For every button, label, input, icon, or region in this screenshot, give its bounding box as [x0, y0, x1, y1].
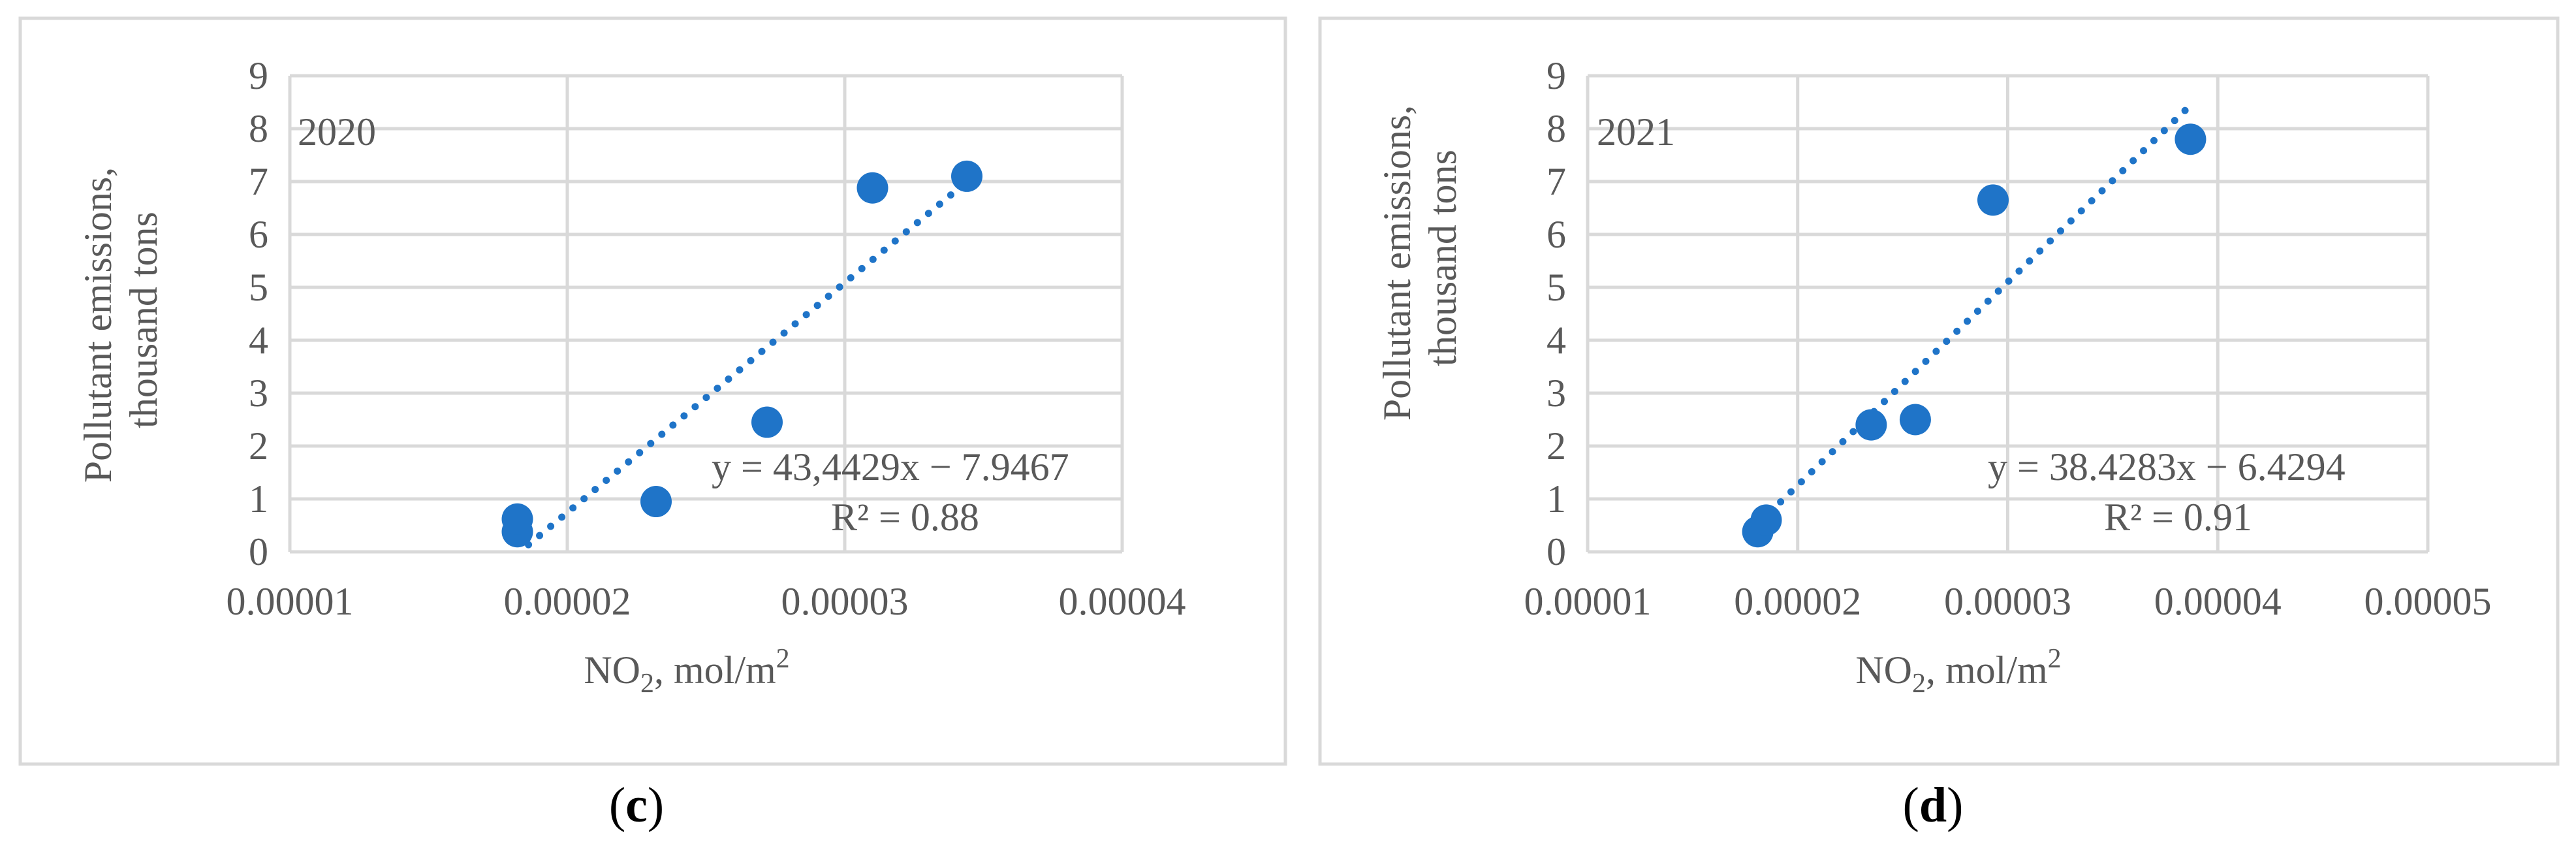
panel-c-y-axis-title-line-1: Pollutant emissions,	[76, 167, 119, 483]
panel-c-y-tick-label: 9	[249, 54, 268, 97]
panel-c-frame	[18, 16, 1287, 766]
panel-c-y-axis-title: Pollutant emissions, thousand tons	[76, 157, 165, 483]
panel-d-x-tick-label: 0.00005	[2364, 580, 2492, 623]
panel-c-data-point	[501, 503, 533, 535]
panel-d-caption: (d)	[1903, 778, 1964, 833]
panel-d-year-label: 2021	[1597, 110, 1675, 153]
panel-c-x-axis-title: NO2, mol/m2	[584, 644, 789, 699]
panel-d-r-squared: R² = 0.91	[2104, 496, 2252, 539]
panel-d-y-tick-label: 6	[1547, 213, 1566, 256]
panel-c-x-axis-title-main: NO	[584, 648, 640, 692]
panel-d-y-tick-label: 3	[1547, 372, 1566, 415]
panel-d-y-axis-title-line-1: Pollutant emissions,	[1375, 105, 1419, 421]
panel-d-y-tick-label: 9	[1547, 54, 1566, 97]
panel-d-y-tick-label: 2	[1547, 424, 1566, 468]
panel-d-caption-letter: d	[1919, 778, 1947, 833]
panel-c-y-tick-label: 4	[249, 319, 268, 362]
panel-d-x-axis-title-suffix: , mol/m	[1926, 648, 2048, 692]
panel-d-y-tick-label: 4	[1547, 319, 1566, 362]
panel-d-data-point	[1855, 409, 1887, 441]
panel-c-caption: (c)	[609, 778, 664, 833]
panel-d-frame	[1318, 16, 2560, 766]
panel-c-y-tick-label: 6	[249, 213, 268, 256]
panel-c-data-point	[751, 406, 783, 438]
panel-d-x-tick-label: 0.00003	[1944, 580, 2071, 623]
panel-d-x-axis-title-superscript: 2	[2048, 644, 2062, 674]
panel-d-trendline	[1756, 103, 2192, 526]
panel-d-trend-equation: y = 38.4283x − 6.4294	[1988, 445, 2346, 488]
panel-c-caption-letter: c	[625, 778, 648, 833]
panel-c-x-axis-title-subscript: 2	[640, 669, 654, 699]
panel-c-data-point	[856, 172, 888, 204]
panel-d-x-tick-label: 0.00004	[2154, 580, 2282, 623]
panel-c-trend-equation: y = 43,4429x − 7.9467	[712, 445, 1069, 488]
panel-c-x-tick-label: 0.00002	[504, 580, 631, 623]
panel-c-year-label: 2020	[298, 110, 376, 153]
panel-c-plot: 0 1 2 3 4 5 6 7 8 9 0.00001 0.00002 0.00003 0.00004	[227, 54, 1186, 623]
panel-c-trendline	[525, 178, 971, 549]
panel-d-y-tick-label: 7	[1547, 160, 1566, 203]
panel-d-y-axis-title: Pollutant emissions, thousand tons	[1375, 95, 1464, 421]
panel-d-x-axis-title-subscript: 2	[1912, 669, 1926, 699]
panel-c-r-squared: R² = 0.88	[831, 496, 979, 539]
panel-c-x-tick-label: 0.00004	[1059, 580, 1186, 623]
panel-c-y-tick-label: 5	[249, 266, 268, 309]
panel-d-y-axis-title-line-2: thousand tons	[1421, 150, 1464, 366]
panel-c-x-tick-label: 0.00001	[227, 580, 354, 623]
panel-d: 0 1 2 3 4 5 6 7 8 9 0.00001 0.00002 0.00003 0.00004 0.…	[1318, 16, 2560, 833]
panel-d-data-point	[1750, 504, 1782, 536]
panel-d-data-point	[1899, 404, 1931, 436]
panel-c-y-tick-label: 0	[249, 530, 268, 573]
panel-d-y-tick-label: 8	[1547, 107, 1566, 150]
panel-c-y-tick-label: 8	[249, 107, 268, 150]
panel-d-data-point	[1977, 184, 2009, 216]
panel-c-y-tick-label: 7	[249, 160, 268, 203]
panel-c-data-point	[951, 160, 982, 192]
panel-c-y-tick-label: 3	[249, 372, 268, 415]
panel-d-x-tick-label: 0.00002	[1734, 580, 1861, 623]
panel-c-y-tick-label: 1	[249, 477, 268, 520]
panel-c-data-point	[640, 486, 672, 518]
panel-c-y-axis-title-line-2: thousand tons	[122, 212, 165, 428]
panel-d-x-axis-title-main: NO	[1855, 648, 1912, 692]
panel-c-y-tick-label: 2	[249, 424, 268, 468]
panel-d-plot: 0 1 2 3 4 5 6 7 8 9 0.00001 0.00002 0.00003 0.00004 0.…	[1524, 54, 2492, 623]
panel-c-x-axis-title-suffix: , mol/m	[654, 648, 776, 692]
panel-d-y-tick-label: 5	[1547, 266, 1566, 309]
panel-d-x-tick-label: 0.00001	[1524, 580, 1652, 623]
panel-d-y-tick-label: 1	[1547, 477, 1566, 520]
panel-c: 0 1 2 3 4 5 6 7 8 9 0.00001 0.00002 0.00003 0.00004 2…	[18, 16, 1287, 833]
panel-c-x-tick-label: 0.00003	[781, 580, 909, 623]
panel-d-x-axis-title: NO2, mol/m2	[1855, 644, 2061, 699]
panel-d-data-point	[2175, 123, 2207, 155]
panel-c-x-axis-title-superscript: 2	[776, 644, 790, 674]
panel-d-y-tick-label: 0	[1547, 530, 1566, 573]
